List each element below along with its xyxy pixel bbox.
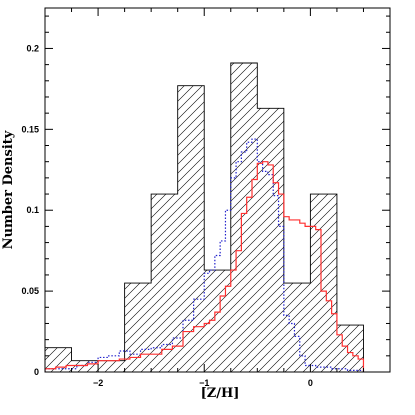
hatched-bar bbox=[257, 108, 284, 372]
hatched-bar bbox=[230, 63, 258, 372]
hatched-bar bbox=[283, 283, 311, 372]
solid-red-step-line bbox=[45, 161, 365, 372]
axes: −2 −1 0 0 0.05 0.1 0.15 0.2 bbox=[21, 8, 391, 388]
x-axis-label: [Z/H] bbox=[201, 386, 240, 401]
y-axis-label: Number Density bbox=[1, 130, 16, 249]
hatched-bar bbox=[204, 270, 231, 372]
y-tick-label: 0.2 bbox=[26, 43, 39, 53]
x-tick-label: −1 bbox=[199, 378, 209, 388]
hatched-bar bbox=[45, 347, 72, 372]
hatched-bar bbox=[151, 194, 178, 372]
plot-frame bbox=[44, 7, 391, 373]
histogram-lines bbox=[45, 62, 365, 372]
x-tick-label: 0 bbox=[308, 378, 313, 388]
hatched-bar bbox=[71, 360, 99, 372]
hatched-bar bbox=[177, 85, 205, 372]
dotted-blue-step-line bbox=[45, 138, 365, 372]
hatched-bar bbox=[98, 360, 125, 372]
y-tick-label: 0.15 bbox=[21, 124, 39, 134]
y-tick-label: 0 bbox=[34, 367, 39, 377]
x-tick-label: −2 bbox=[93, 378, 103, 388]
hatched-bar bbox=[336, 325, 364, 372]
y-tick-label: 0.1 bbox=[26, 205, 39, 215]
histogram-bars bbox=[45, 63, 364, 372]
hatched-bar bbox=[310, 194, 337, 372]
y-tick-label: 0.05 bbox=[21, 286, 39, 296]
